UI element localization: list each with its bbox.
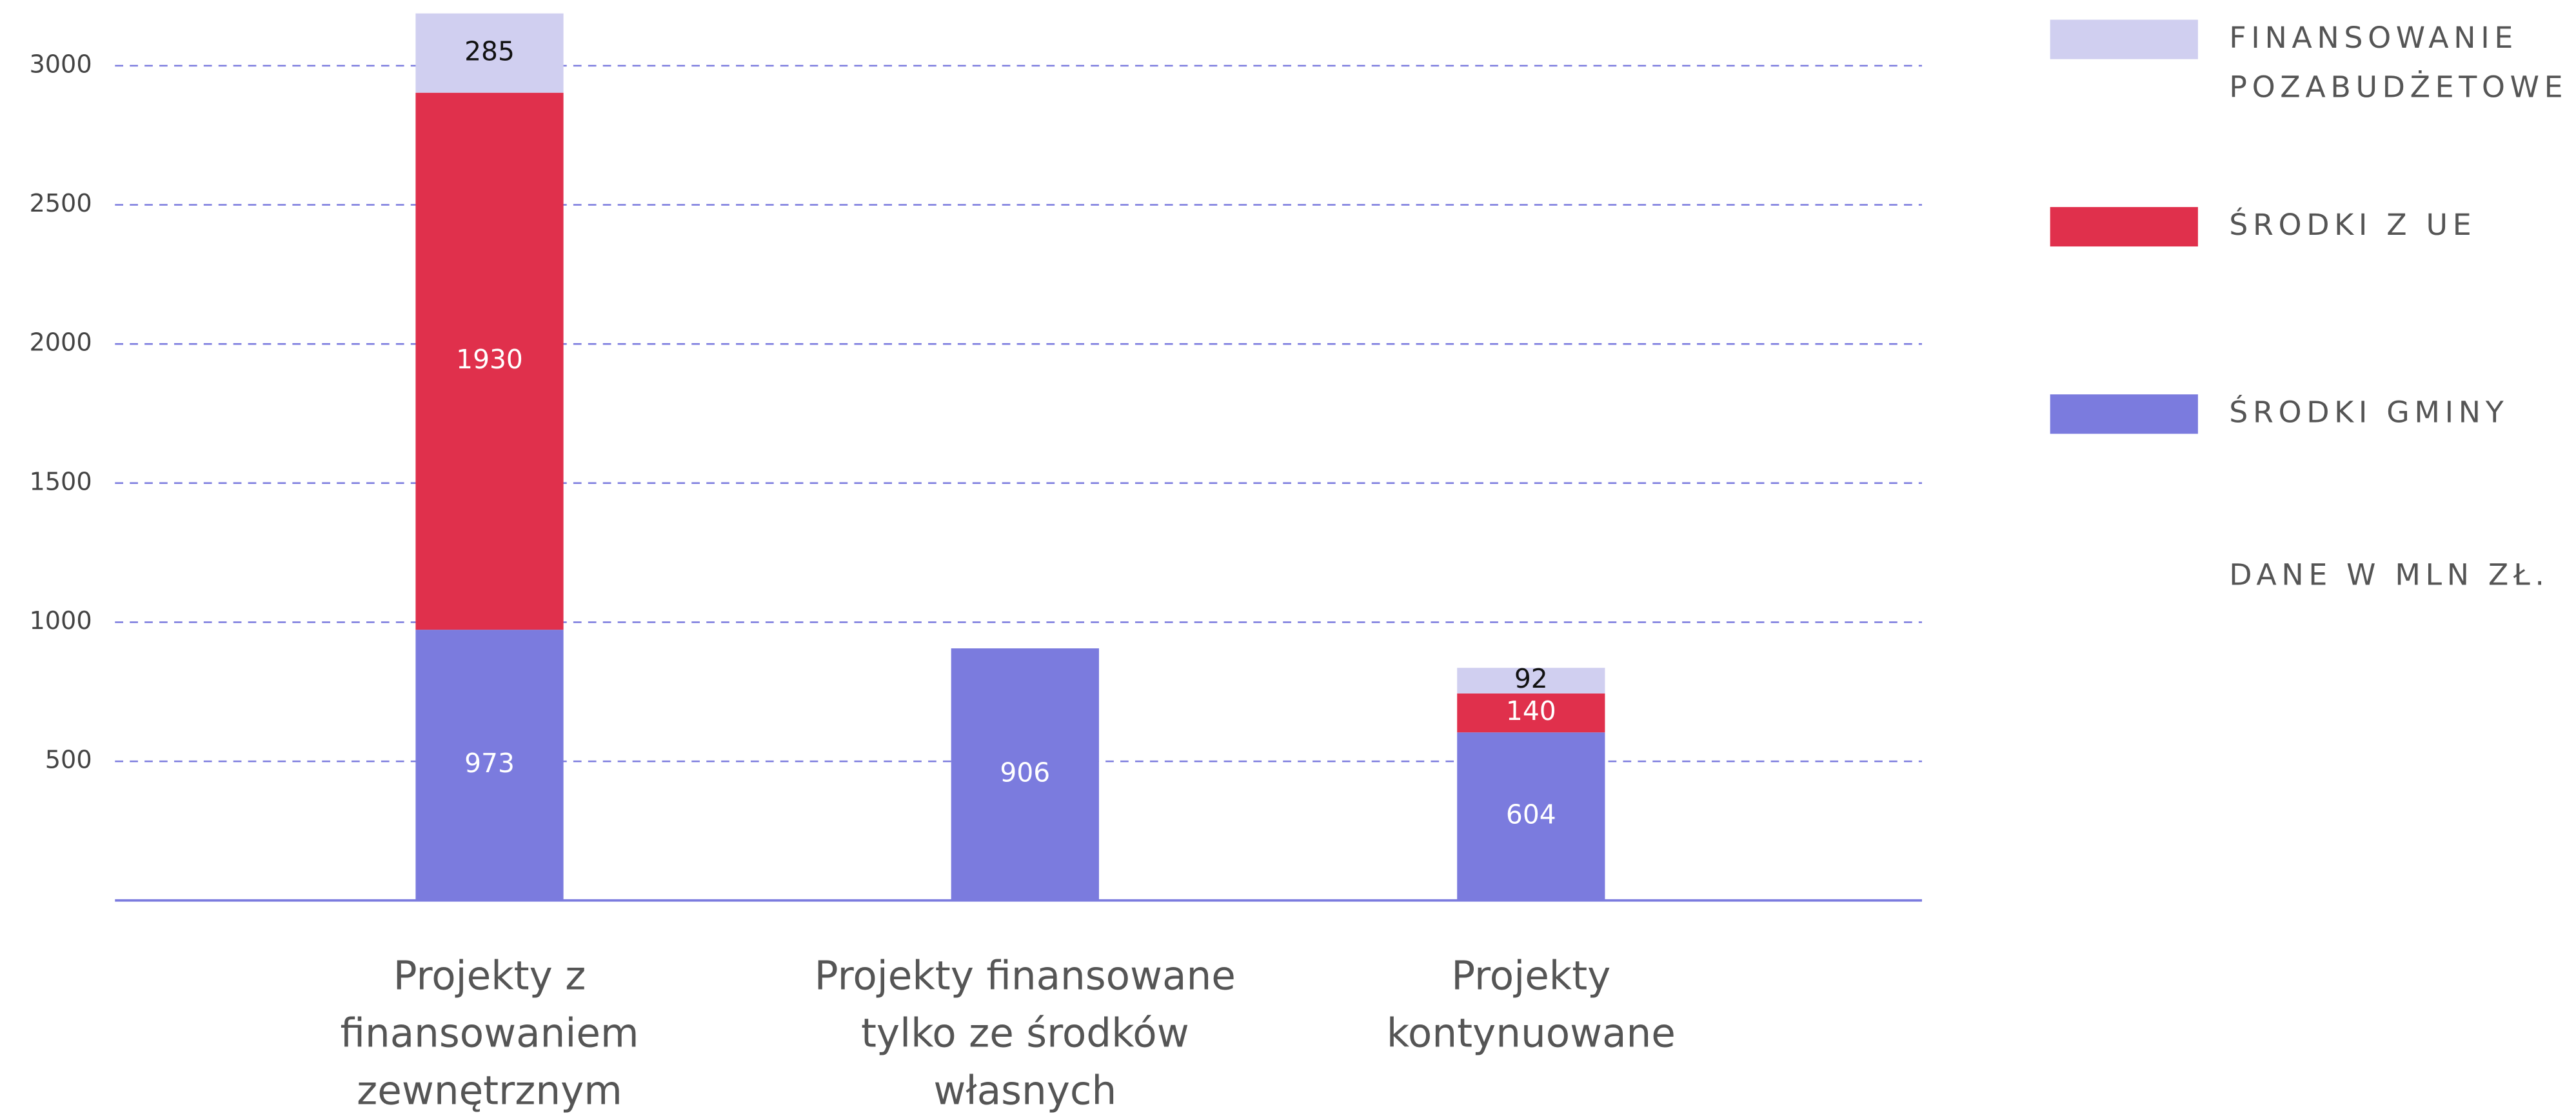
y-tick-label: 2000 — [29, 329, 92, 357]
value-label: 285 — [464, 35, 515, 66]
value-label: 906 — [1000, 757, 1050, 788]
y-tick-label: 1500 — [29, 468, 92, 496]
legend-label: FINANSOWANIE POZABUDŻETOWE — [2229, 21, 2568, 106]
legend-label: ŚRODKI Z UE — [2229, 208, 2477, 243]
bar-segment — [415, 630, 564, 901]
legend-swatch — [2050, 19, 2198, 59]
value-label: 140 — [1506, 695, 1556, 726]
x-tick-label: Projekty finansowane tylko ze środków wł… — [814, 953, 1236, 1114]
bar-segment — [1457, 693, 1605, 733]
note: DANE W MLN ZŁ. — [2229, 558, 2550, 594]
y-tick-label: 3000 — [29, 50, 92, 79]
value-label: 1930 — [456, 344, 523, 375]
x-tick-label: Projekty kontynuowane — [1386, 953, 1676, 1057]
legend-swatch — [2050, 394, 2198, 434]
value-label: 92 — [1514, 663, 1548, 694]
legend-label: ŚRODKI GMINY — [2229, 395, 2509, 431]
value-label: 973 — [464, 748, 515, 779]
x-tick-label: Projekty z finansowaniem zewnętrznym — [340, 953, 639, 1114]
bar-segment — [1457, 732, 1605, 901]
bar-segment — [415, 13, 564, 93]
y-tick-label: 500 — [45, 746, 92, 775]
legend-swatch — [2050, 206, 2198, 247]
bar-segment — [951, 648, 1099, 901]
bar-segment — [415, 92, 564, 630]
bar-segment — [1457, 668, 1605, 694]
y-tick-label: 1000 — [29, 607, 92, 635]
value-label: 604 — [1506, 799, 1556, 830]
y-tick-label: 2500 — [29, 190, 92, 218]
